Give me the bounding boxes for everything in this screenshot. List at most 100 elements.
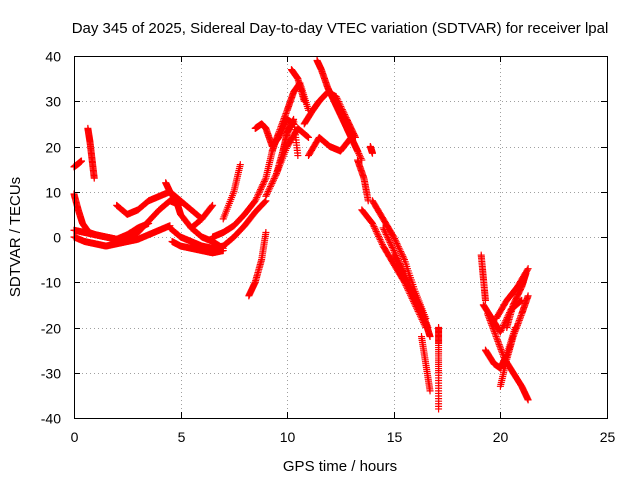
data-point: [386, 238, 394, 246]
data-point: [419, 311, 427, 319]
data-point: [266, 184, 274, 192]
data-point: [400, 254, 408, 262]
data-point: [305, 133, 313, 141]
data-point: [392, 238, 400, 246]
series-trace-36: [503, 269, 530, 331]
data-point: [493, 336, 501, 344]
data-point: [263, 189, 271, 197]
data-point: [391, 253, 399, 261]
data-point: [481, 296, 489, 304]
data-point: [260, 198, 268, 206]
series-trace-18: [287, 66, 308, 105]
data-point: [490, 326, 498, 334]
data-point: [269, 178, 277, 186]
data-point: [487, 320, 495, 328]
data-point: [513, 323, 521, 331]
data-point: [516, 315, 524, 323]
data-point: [257, 185, 265, 193]
data-point: [378, 239, 386, 247]
data-point: [278, 121, 286, 129]
x-tick-label: 25: [600, 429, 616, 445]
data-point: [387, 240, 395, 248]
data-point: [488, 323, 496, 331]
data-point: [490, 328, 498, 336]
data-point: [260, 177, 268, 185]
data-point: [281, 113, 289, 121]
y-tick-label: -40: [41, 411, 61, 427]
data-point: [424, 324, 432, 331]
data-point: [259, 181, 267, 189]
series-trace-29: [435, 324, 443, 413]
chart-title: Day 345 of 2025, Sidereal Day-to-day VTE…: [72, 20, 609, 37]
y-axis-label: SDTVAR / TECUs: [7, 177, 24, 297]
data-point: [262, 192, 270, 200]
data-point: [498, 347, 506, 355]
data-point: [256, 187, 264, 195]
y-tick-label: 10: [45, 185, 61, 201]
data-point: [510, 331, 518, 339]
data-point: [488, 321, 496, 329]
data-point: [388, 243, 396, 251]
data-point: [270, 174, 278, 182]
data-point: [497, 345, 505, 353]
data-point: [280, 114, 288, 122]
data-point: [420, 312, 428, 320]
data-point: [524, 396, 532, 404]
data-point: [512, 326, 520, 334]
series-trace-10: [187, 201, 217, 232]
data-point: [371, 224, 379, 232]
data-point: [372, 228, 380, 236]
data-point: [282, 110, 290, 118]
data-point: [381, 227, 389, 235]
y-tick-label: -20: [41, 321, 61, 337]
data-point: [253, 194, 261, 202]
data-point: [265, 186, 273, 194]
data-point: [269, 176, 277, 184]
data-point: [356, 151, 364, 159]
y-tick-label: 30: [45, 94, 61, 110]
series-trace-27: [390, 251, 432, 331]
series-trace-22: [354, 156, 372, 205]
data-point: [276, 126, 284, 134]
data-point: [418, 309, 426, 317]
data-point: [374, 231, 382, 239]
series-trace-24: [358, 206, 430, 331]
data-point: [379, 224, 387, 232]
data-point: [353, 146, 361, 154]
data-point: [375, 232, 383, 240]
data-point: [421, 317, 429, 325]
data-point: [280, 116, 288, 124]
data-point: [485, 313, 493, 321]
data-point: [515, 316, 523, 324]
data-point: [399, 252, 407, 260]
x-tick-label: 10: [280, 429, 296, 445]
data-point: [271, 173, 279, 181]
data-point: [368, 149, 376, 157]
data-point: [394, 261, 402, 269]
data-point: [497, 326, 505, 334]
series-trace-12: [219, 161, 244, 223]
data-point: [262, 228, 270, 236]
data-point: [426, 333, 434, 341]
data-point: [354, 148, 362, 156]
data-point: [524, 292, 532, 300]
series-trace-34: [496, 292, 532, 390]
data-point: [496, 344, 504, 352]
axis-tick-labels: 0 5 10 15 20 25 -40 -30 -20 -10 0 10 20 30 40: [41, 49, 616, 446]
data-point: [487, 318, 495, 326]
data-point: [498, 325, 506, 333]
data-point: [145, 219, 153, 227]
data-point: [349, 137, 357, 145]
y-tick-label: 40: [45, 49, 61, 65]
data-point: [395, 244, 403, 252]
data-points: [70, 57, 532, 413]
data-point: [383, 232, 391, 240]
data-point: [395, 262, 403, 270]
data-point: [510, 329, 518, 337]
data-point: [384, 235, 392, 243]
data-point: [254, 190, 262, 198]
data-point: [370, 223, 378, 231]
data-point: [417, 304, 425, 312]
data-point: [484, 310, 492, 318]
series-trace-21: [305, 133, 366, 164]
